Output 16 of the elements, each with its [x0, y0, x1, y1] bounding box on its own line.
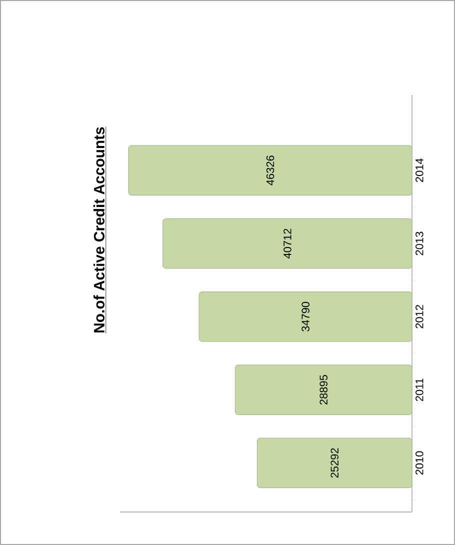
data-label: 34790: [302, 302, 310, 332]
y-tick-label: 2012: [416, 305, 424, 328]
y-tick-label: 2011: [416, 378, 424, 402]
bar: [234, 364, 412, 415]
data-label: 46326: [266, 156, 274, 186]
data-label: 25292: [330, 448, 338, 478]
data-label: 40712: [284, 228, 292, 258]
bar: [198, 292, 412, 342]
bar: [128, 145, 412, 196]
bar: [257, 438, 412, 488]
y-tick-label: 2014: [416, 158, 424, 182]
bar: [162, 218, 412, 269]
y-tick-label: 2013: [416, 232, 424, 256]
y-tick-label: 2010: [416, 451, 424, 475]
text: No.of Active Credit Accounts: [94, 127, 104, 332]
data-label: 28895: [320, 375, 328, 405]
